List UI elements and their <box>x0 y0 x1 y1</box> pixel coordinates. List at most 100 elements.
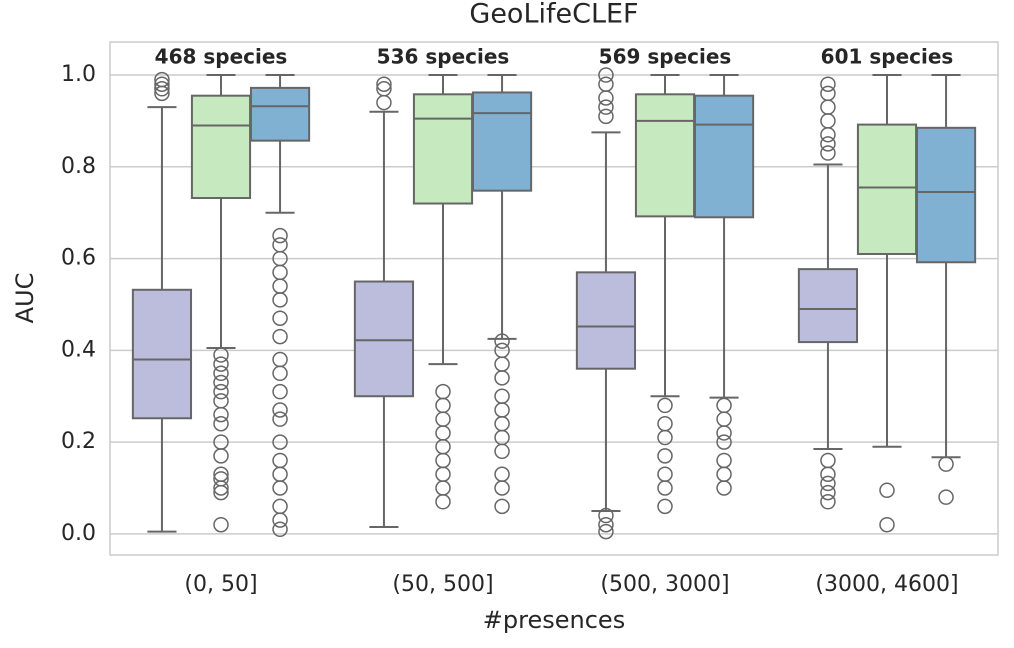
annotation: 468 species <box>155 45 288 69</box>
outlier <box>213 406 229 423</box>
outlier <box>657 466 673 482</box>
outlier <box>598 67 614 83</box>
outlier <box>494 370 510 386</box>
plot-frame <box>109 41 999 556</box>
outlier <box>213 471 229 487</box>
outlier <box>820 494 836 510</box>
outlier <box>272 512 288 528</box>
outlier <box>376 76 392 92</box>
x-tick-label: (50, 500] <box>392 572 493 597</box>
y-tick-label: 0.4 <box>61 337 96 362</box>
y-tick-label: 1.0 <box>61 62 96 87</box>
outlier <box>494 443 510 460</box>
outlier <box>213 356 229 372</box>
outlier <box>820 99 836 115</box>
outlier <box>820 452 836 469</box>
box <box>915 126 977 264</box>
outlier <box>820 85 836 102</box>
outlier <box>820 126 836 143</box>
outlier <box>716 411 732 427</box>
y-tick-label: 0.6 <box>61 246 96 271</box>
outlier <box>272 310 288 326</box>
box <box>131 288 193 420</box>
outlier <box>657 397 673 414</box>
x-axis-label: #presences <box>483 606 625 634</box>
outlier <box>435 494 451 510</box>
outlier <box>879 516 895 533</box>
box <box>634 93 696 218</box>
box <box>575 271 637 370</box>
outlier <box>820 484 836 501</box>
outlier <box>272 452 288 469</box>
outlier <box>598 523 614 540</box>
outlier <box>820 145 836 161</box>
outlier <box>154 76 170 92</box>
outlier <box>716 397 732 414</box>
outlier <box>272 351 288 368</box>
outlier <box>435 383 451 400</box>
outlier <box>272 264 288 281</box>
outlier <box>213 416 229 432</box>
outlier <box>376 81 392 97</box>
box <box>249 86 311 142</box>
outlier <box>272 402 288 418</box>
box <box>190 94 252 200</box>
outlier <box>272 466 288 482</box>
outlier <box>494 416 510 432</box>
outlier <box>272 237 288 253</box>
outlier <box>494 342 510 359</box>
outlier <box>272 365 288 382</box>
outlier <box>435 480 451 496</box>
outlier <box>272 411 288 427</box>
outlier <box>213 448 229 464</box>
y-tick-label: 0.0 <box>61 521 96 546</box>
outlier <box>820 136 836 152</box>
outlier <box>213 347 229 363</box>
outlier <box>598 99 614 115</box>
outlier <box>213 434 229 450</box>
outlier <box>716 452 732 469</box>
outlier <box>272 480 288 496</box>
outlier <box>213 516 229 533</box>
outlier <box>494 388 510 404</box>
outlier <box>213 365 229 382</box>
outlier <box>376 94 392 111</box>
outlier <box>494 333 510 349</box>
outlier <box>272 328 288 345</box>
outlier <box>716 466 732 482</box>
outlier <box>494 356 510 372</box>
annotation: 569 species <box>599 45 732 69</box>
outlier <box>598 516 614 533</box>
x-tick-label: (500, 3000] <box>600 572 729 597</box>
y-tick-label: 0.8 <box>61 154 96 179</box>
box <box>797 268 859 344</box>
outlier <box>272 292 288 308</box>
outlier <box>716 425 732 441</box>
y-axis-label: AUC <box>11 273 39 324</box>
outlier <box>657 448 673 464</box>
outlier <box>494 480 510 496</box>
outlier <box>435 425 451 441</box>
outlier <box>598 90 614 106</box>
outlier <box>494 402 510 418</box>
outlier <box>657 498 673 515</box>
outlier <box>213 393 229 409</box>
outlier <box>435 411 451 427</box>
outlier <box>494 498 510 515</box>
outlier <box>716 480 732 496</box>
outlier <box>154 71 170 88</box>
outlier <box>435 466 451 482</box>
outlier <box>272 383 288 400</box>
outlier <box>938 456 954 472</box>
outlier <box>213 374 229 391</box>
outlier <box>598 76 614 92</box>
box <box>412 93 474 205</box>
box <box>693 94 755 219</box>
outlier <box>820 475 836 492</box>
outlier <box>938 489 954 505</box>
outlier <box>213 383 229 400</box>
outlier <box>598 507 614 524</box>
box <box>353 280 415 398</box>
outlier <box>272 278 288 294</box>
box <box>471 91 533 192</box>
